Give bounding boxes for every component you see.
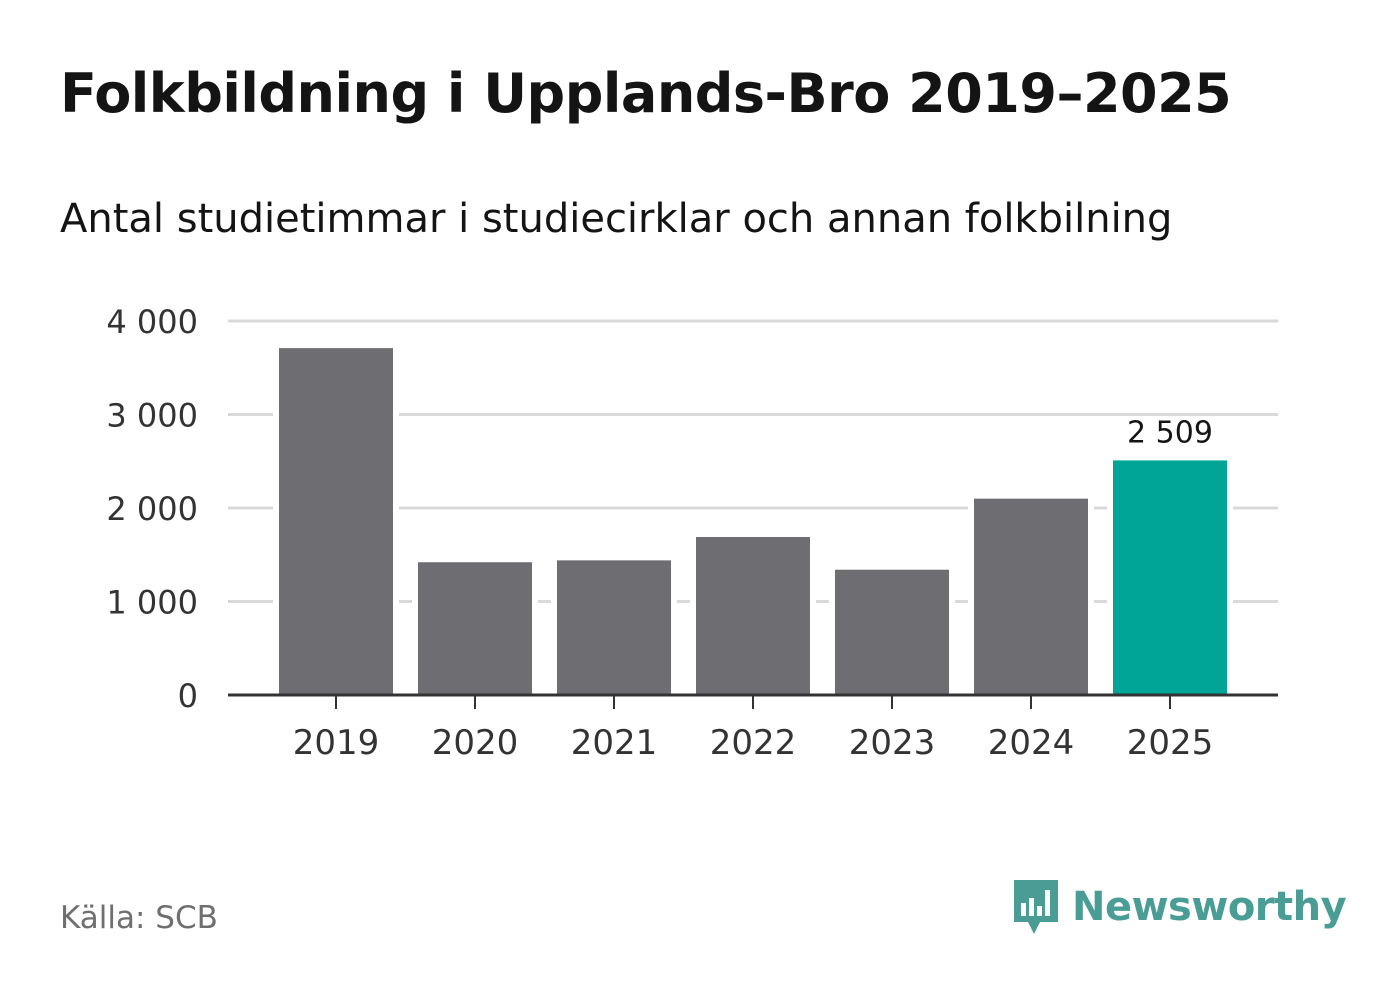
bar-2020 xyxy=(418,562,532,695)
newsworthy-logo: Newsworthy xyxy=(1010,876,1347,938)
y-tick-label: 2 000 xyxy=(106,490,198,528)
x-tick-label: 2025 xyxy=(1127,723,1214,763)
x-tick-label: 2022 xyxy=(710,723,797,763)
bar-2023 xyxy=(835,569,949,695)
x-tick-label: 2021 xyxy=(571,723,658,763)
newsworthy-logo-icon xyxy=(1014,880,1058,934)
bar-2025 xyxy=(1113,460,1227,695)
y-tick-label: 0 xyxy=(178,677,198,715)
chart-subtitle: Antal studietimmar i studiecirklar och a… xyxy=(60,196,1173,242)
bar-2021 xyxy=(557,560,671,695)
y-tick-label: 4 000 xyxy=(106,303,198,341)
y-tick-label: 3 000 xyxy=(106,397,198,435)
bar-value-label: 2 509 xyxy=(1127,415,1213,450)
x-tick-label: 2020 xyxy=(432,723,519,763)
x-tick-label: 2019 xyxy=(293,723,380,763)
x-tick-label: 2024 xyxy=(988,723,1075,763)
source-label: Källa: SCB xyxy=(60,900,218,936)
bar-2022 xyxy=(696,536,810,695)
y-tick-label: 1 000 xyxy=(106,584,198,622)
bar-2024 xyxy=(974,498,1088,695)
chart-title: Folkbildning i Upplands-Bro 2019–2025 xyxy=(60,62,1232,125)
brand-name: Newsworthy xyxy=(1072,884,1347,930)
bar-2019 xyxy=(279,348,393,695)
x-tick-label: 2023 xyxy=(849,723,936,763)
